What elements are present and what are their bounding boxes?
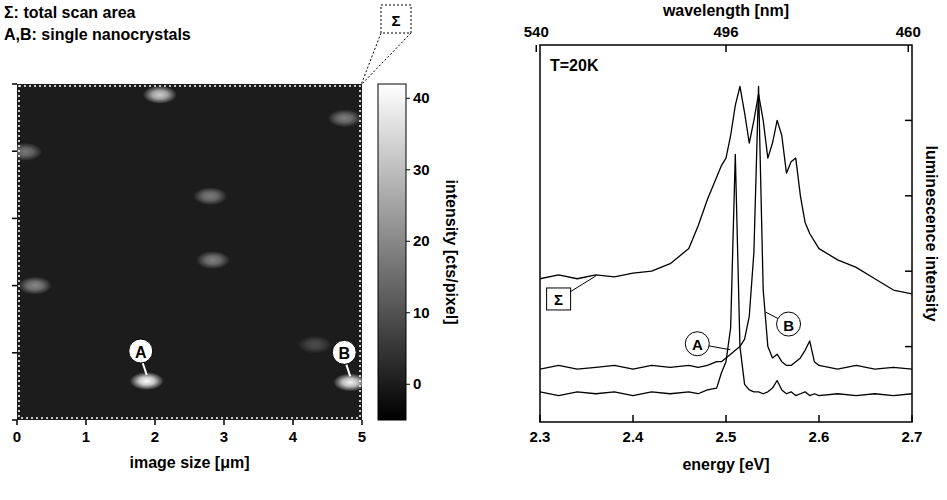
y-tick [905, 195, 912, 197]
y-tick [905, 346, 912, 348]
spectrum-line [540, 86, 912, 369]
region-label: Σ [391, 12, 400, 29]
callout-box [547, 288, 571, 310]
x-axis-title: image size [μm] [129, 454, 249, 471]
title: Σ: total scan area [4, 4, 136, 21]
y-axis-title: luminescence intensity [923, 145, 940, 321]
x-tick-label: 2.5 [716, 428, 737, 445]
x2-tick-label: 460 [896, 23, 921, 40]
x-tick [85, 420, 87, 425]
x-tick-label: 0 [13, 428, 21, 445]
label-leader [143, 363, 147, 375]
callout-circle [685, 332, 709, 356]
spectrum-line [540, 154, 912, 395]
series-label: B [783, 317, 794, 334]
x-axis-title: energy [eV] [682, 456, 769, 473]
spot [196, 251, 230, 269]
colorbar-title: intensity [cts/pixel] [443, 180, 460, 325]
colorbar-tick [406, 384, 410, 385]
x-tick [361, 420, 363, 425]
spot [333, 373, 362, 391]
series-label: Σ [554, 291, 563, 308]
x-tick-label: 2.3 [530, 428, 551, 445]
spot [298, 336, 332, 354]
region-leader [361, 33, 381, 85]
colorbar [378, 84, 406, 420]
spot [193, 187, 227, 205]
figure: Σ: total scan area A,B: single nanocrysta… [0, 0, 947, 500]
x-tick [223, 420, 225, 425]
y-tick [12, 352, 17, 354]
spot-label: B [338, 345, 350, 362]
colorbar-tick-label: 40 [413, 89, 430, 106]
y-tick [905, 270, 912, 272]
colorbar-tick [406, 312, 410, 313]
y-tick [12, 83, 17, 85]
x-tick-label: 2 [151, 428, 159, 445]
x-tick-label: 5 [358, 428, 366, 445]
x-tick-label: 2.6 [809, 428, 830, 445]
callout-circle [777, 312, 801, 336]
colorbar-tick-label: 30 [413, 161, 430, 178]
colorbar-tick-label: 0 [413, 375, 421, 392]
region-leader [361, 33, 411, 85]
colorbar-tick-label: 20 [413, 232, 430, 249]
x2-axis-title: wavelength [nm] [662, 2, 789, 19]
y-tick [905, 120, 912, 122]
x2-tick-label: 496 [713, 23, 738, 40]
region-label-box [381, 5, 411, 33]
x-tick-label: 1 [82, 428, 90, 445]
x-tick [725, 415, 727, 422]
y-tick [12, 150, 17, 152]
y-tick [12, 419, 17, 421]
x-tick-label: 3 [220, 428, 228, 445]
annotation: T=20K [550, 57, 599, 74]
label-circle [129, 339, 153, 363]
x-tick [292, 420, 294, 425]
x-tick [911, 415, 913, 422]
colorbar-tick [406, 241, 410, 242]
colorbar-tick [406, 169, 410, 170]
spots [17, 86, 362, 392]
spot-label: A [135, 344, 147, 361]
scan-area-frame [19, 86, 360, 418]
x-tick-label: 4 [289, 428, 298, 445]
x-tick [539, 415, 541, 422]
x-tick [632, 415, 634, 422]
x2-tick [725, 45, 727, 52]
spot [328, 109, 362, 127]
x-tick [154, 420, 156, 425]
image-background [17, 84, 362, 420]
spot [18, 277, 52, 295]
spot [143, 86, 177, 104]
series-label: A [692, 336, 703, 353]
label-leader [346, 364, 350, 376]
series-lines [540, 86, 912, 395]
label-circle [332, 340, 356, 364]
plot-frame [540, 45, 912, 422]
colorbar-tick [406, 98, 410, 99]
y-tick [12, 218, 17, 220]
spot [17, 143, 42, 161]
x2-tick [536, 45, 538, 52]
x2-tick [908, 45, 910, 52]
spectrum-line [540, 86, 912, 293]
colorbar-tick-label: 10 [413, 304, 430, 321]
x-tick-label: 2.7 [902, 428, 923, 445]
y-tick [12, 285, 17, 287]
x2-tick-label: 540 [524, 23, 549, 40]
x-tick-label: 2.4 [623, 428, 645, 445]
x-tick [818, 415, 820, 422]
subtitle: A,B: single nanocrystals [4, 26, 191, 43]
